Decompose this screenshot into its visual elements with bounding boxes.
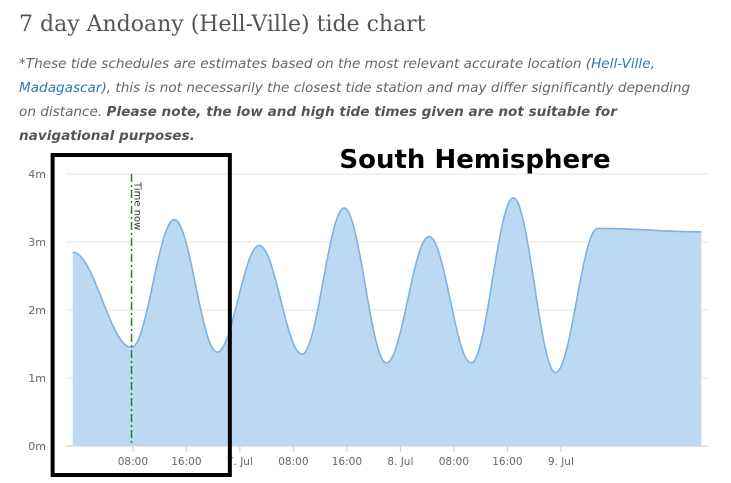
x-tick-label: 7. Jul	[227, 456, 253, 468]
y-tick-label: 0m	[28, 440, 46, 453]
y-tick-label: 4m	[28, 168, 46, 181]
y-tick-label: 2m	[28, 304, 46, 317]
tide-line	[72, 196, 702, 374]
y-tick-label: 1m	[28, 372, 46, 385]
hemisphere-heading: South Hemisphere	[339, 145, 610, 175]
x-axis-ticks: 08:00 16:00 7. Jul 08:00 16:00 8. Jul 08:00 16:…	[118, 446, 574, 468]
x-tick-label: 08:00	[278, 456, 308, 468]
disclaimer-note: *These tide schedules are estimates base…	[19, 52, 699, 148]
x-tick-label: 16:00	[171, 456, 201, 468]
note-middle: ), this is not necessarily the closest t…	[19, 80, 691, 120]
y-tick-label: 3m	[28, 236, 46, 249]
x-tick-label: 8. Jul	[387, 456, 413, 468]
navigation-warning: Please note, the low and high tide times…	[19, 104, 617, 144]
x-tick-label: 9. Jul	[548, 456, 574, 468]
page-title: 7 day Andoany (Hell-Ville) tide chart	[19, 12, 426, 37]
location-link[interactable]: Hell-Ville, Madagascar	[19, 56, 655, 96]
x-tick-label: 08:00	[439, 456, 469, 468]
x-tick-label: 16:00	[332, 456, 362, 468]
highlight-box	[50, 153, 232, 477]
time-now-label: Time now	[132, 181, 143, 230]
note-prefix: *These tide schedules are estimates base…	[19, 56, 592, 72]
x-tick-label: 16:00	[492, 456, 522, 468]
y-axis-ticks: 0m 1m 2m 3m 4m	[28, 168, 46, 453]
x-tick-label: 08:00	[118, 456, 148, 468]
tide-area	[72, 197, 702, 446]
